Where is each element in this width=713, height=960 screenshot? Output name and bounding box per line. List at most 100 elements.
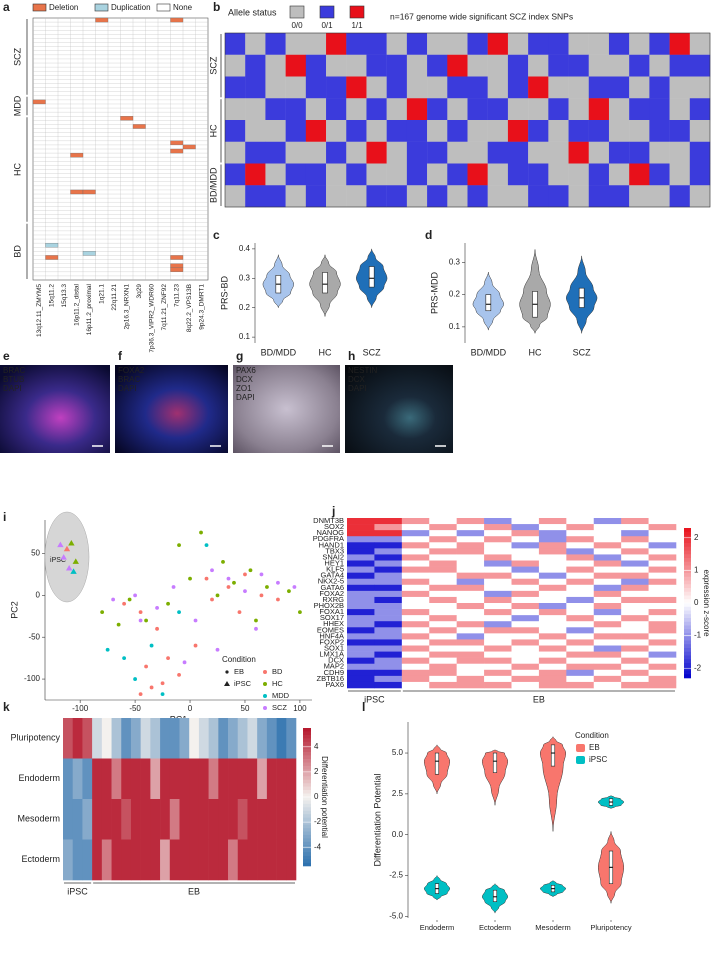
cnv-cell <box>170 17 184 23</box>
heat-cell <box>247 758 258 800</box>
heat-cell <box>198 839 209 881</box>
allele-cell <box>588 163 610 186</box>
heat-cell <box>484 596 512 604</box>
stain-label: DCX <box>348 375 366 384</box>
cnv-cell <box>82 189 96 195</box>
allele-cell <box>245 185 266 208</box>
row-label: Pluripotency <box>10 733 60 743</box>
allele-cell <box>588 185 610 208</box>
allele-cell <box>346 185 367 208</box>
column-label: 15q13.3 <box>61 284 68 308</box>
ipsc-ellipse <box>44 511 90 603</box>
cnv-cell <box>170 255 184 260</box>
point <box>254 626 258 631</box>
heat-cell <box>621 548 649 555</box>
allele-cell <box>346 54 367 77</box>
allele-cell <box>467 163 488 186</box>
point <box>265 585 269 589</box>
heat-cell <box>401 621 430 628</box>
legend-swatch <box>319 5 335 19</box>
group-label: SCZ <box>12 47 22 66</box>
heat-cell <box>401 657 430 665</box>
heat-cell <box>593 578 622 586</box>
allele-cell <box>305 163 327 186</box>
heat-cell <box>401 578 430 586</box>
point-triangle <box>72 558 79 564</box>
point-triangle <box>70 568 77 574</box>
allele-cell <box>588 98 610 121</box>
colorbar-step <box>303 765 311 770</box>
heat-cell <box>538 536 567 543</box>
point <box>226 585 231 589</box>
allele-cell <box>406 141 428 164</box>
column-label: 1q21.1 <box>98 284 105 304</box>
point <box>226 576 231 581</box>
point <box>155 626 159 631</box>
heat-cell <box>160 799 171 840</box>
heat-cell <box>429 572 457 580</box>
heat-cell <box>140 718 151 759</box>
heat-cell <box>648 590 677 598</box>
heat-cell <box>484 548 512 555</box>
colorbar-step <box>303 772 311 777</box>
heat-cell <box>111 718 122 759</box>
annotation: n=167 genome wide significant SCZ index … <box>390 11 573 21</box>
heat-cell <box>566 603 595 610</box>
heat-cell <box>347 663 375 671</box>
heat-cell <box>621 518 649 525</box>
allele-cell <box>386 76 408 99</box>
heat-cell <box>374 657 403 665</box>
allele-cell <box>649 98 670 121</box>
heat-cell <box>648 639 677 646</box>
heat-cell <box>538 639 567 646</box>
row-label: SOX1 <box>324 644 344 653</box>
cnv-cell <box>70 189 84 195</box>
heat-cell <box>621 566 649 573</box>
heat-cell <box>374 663 403 671</box>
allele-cell <box>689 185 711 208</box>
allele-cell <box>427 54 448 77</box>
colorbar-step <box>303 793 311 798</box>
heat-cell <box>538 663 567 671</box>
colorbar-step <box>303 831 311 836</box>
heat-cell <box>484 578 512 586</box>
heat-cell <box>566 639 595 646</box>
heat-cell <box>538 645 567 652</box>
group-label: BD <box>12 245 22 258</box>
heat-cell <box>401 530 430 537</box>
heat-cell <box>484 639 512 646</box>
allele-cell <box>467 141 488 164</box>
violin <box>539 735 567 832</box>
allele-cell <box>548 185 569 208</box>
heat-cell <box>593 584 622 592</box>
micrograph <box>115 365 228 453</box>
legend-label: None <box>173 3 193 12</box>
allele-cell <box>528 54 549 77</box>
heat-cell <box>456 584 485 592</box>
row-label: LMX1A <box>319 650 344 659</box>
group-label: HC <box>208 124 218 137</box>
heat-cell <box>484 627 512 634</box>
legend-label: MDD <box>272 691 290 700</box>
heat-cell <box>511 615 540 622</box>
colorbar-step <box>684 603 691 608</box>
heat-cell <box>374 651 403 658</box>
heat-cell <box>237 718 248 759</box>
colorbar-step <box>684 674 691 679</box>
heat-cell <box>150 839 161 881</box>
heat-cell <box>456 560 485 567</box>
colorbar-step <box>303 828 311 832</box>
legend-dot <box>263 670 267 674</box>
heat-cell <box>621 524 649 531</box>
heat-cell <box>456 681 485 689</box>
heat-cell <box>648 536 677 543</box>
box <box>322 272 328 294</box>
heat-cell <box>401 572 430 580</box>
allele-cell <box>265 141 286 164</box>
allele-cell <box>326 33 347 55</box>
allele-cell <box>487 185 509 208</box>
heat-cell <box>401 518 430 525</box>
heat-cell <box>538 675 567 683</box>
heat-cell <box>456 603 485 610</box>
